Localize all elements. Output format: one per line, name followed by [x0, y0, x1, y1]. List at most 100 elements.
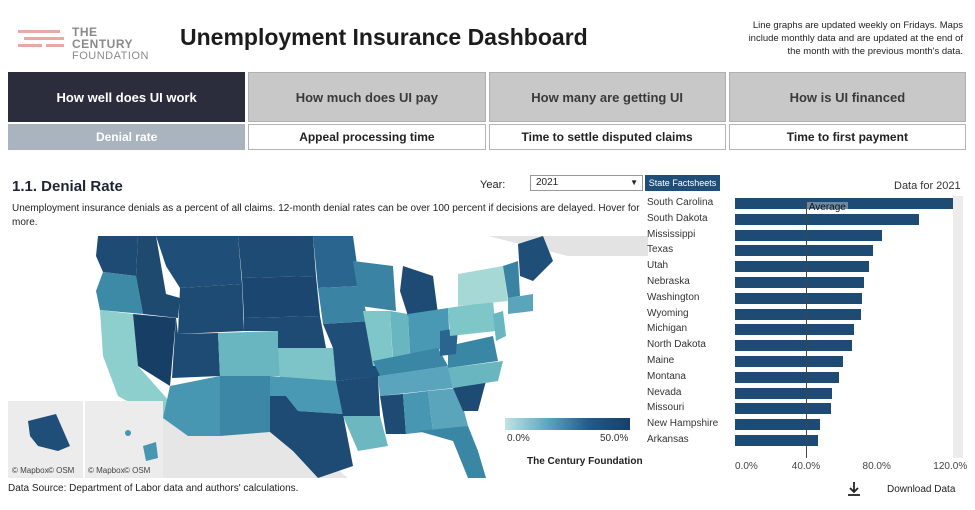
state-florida[interactable] [418, 426, 486, 478]
bar-row[interactable]: Texas [645, 243, 965, 259]
bar[interactable] [735, 340, 852, 352]
state-new-jersey[interactable] [493, 311, 506, 341]
state-oklahoma[interactable] [270, 376, 343, 414]
state-minnesota[interactable] [313, 236, 360, 288]
state-nevada[interactable] [133, 314, 176, 386]
bar-row[interactable]: Montana [645, 370, 965, 386]
state-vermont-nh[interactable] [503, 261, 520, 298]
bar-row[interactable]: North Dakota [645, 338, 965, 354]
bar-row[interactable]: Utah [645, 259, 965, 275]
bar[interactable] [735, 292, 863, 304]
tab-time-to-settle-disputed[interactable]: Time to settle disputed claims [488, 124, 726, 150]
state-pennsylvania[interactable] [448, 301, 496, 336]
bar-row[interactable]: Missouri [645, 401, 965, 417]
state-ohio[interactable] [408, 308, 450, 354]
state-north-carolina[interactable] [448, 361, 503, 388]
state-alaska[interactable] [28, 414, 70, 451]
state-new-mexico[interactable] [220, 376, 270, 436]
bar[interactable] [735, 435, 819, 446]
bar[interactable] [735, 277, 865, 288]
tab-how-ui-financed[interactable]: How is UI financed [728, 72, 966, 122]
logo-line-2: FOUNDATION [72, 50, 149, 62]
map-attribution-osm[interactable]: © OSM [48, 466, 75, 475]
state-michigan[interactable] [400, 266, 438, 316]
state-south-carolina[interactable] [453, 381, 486, 411]
state-idaho[interactable] [136, 236, 180, 318]
bar[interactable] [735, 387, 833, 399]
state-alabama[interactable] [403, 391, 433, 434]
bar[interactable] [735, 261, 870, 273]
state-oregon[interactable] [96, 272, 143, 314]
state-hawaii[interactable] [143, 442, 158, 461]
map-attribution-osm-2[interactable]: © OSM [124, 466, 151, 475]
bar[interactable] [735, 371, 840, 383]
state-washington[interactable] [96, 236, 138, 276]
bar[interactable] [735, 324, 854, 336]
bar-row[interactable]: Arkansas [645, 433, 965, 449]
denial-rate-bar-chart[interactable]: South Carolina South Dakota Mississippi Tex… [645, 196, 975, 458]
bar[interactable] [735, 419, 820, 431]
state-colorado[interactable] [218, 331, 280, 376]
bar-row[interactable]: New Hampshire [645, 417, 965, 433]
state-louisiana[interactable] [343, 416, 388, 451]
tab-appeal-processing-time[interactable]: Appeal processing time [248, 124, 486, 150]
bar[interactable] [735, 229, 882, 241]
tab-how-well-ui-works[interactable]: How well does UI work [8, 72, 246, 122]
hawaii-island[interactable] [125, 430, 131, 436]
state-texas[interactable] [270, 396, 353, 478]
bar[interactable] [735, 308, 861, 320]
state-kentucky[interactable] [373, 348, 448, 376]
bar-row[interactable]: Washington [645, 291, 965, 307]
state-maine[interactable] [518, 236, 553, 281]
bar[interactable] [735, 245, 873, 257]
download-data-button[interactable]: Download Data [845, 480, 960, 498]
state-mississippi[interactable] [380, 394, 406, 434]
bar[interactable] [735, 356, 843, 367]
state-south-dakota[interactable] [242, 276, 320, 318]
chart-scrollbar[interactable] [953, 196, 963, 458]
century-foundation-logo[interactable]: THE CENTURY FOUNDATION [18, 26, 158, 62]
state-utah[interactable] [172, 318, 220, 378]
bar-row[interactable]: Maine [645, 354, 965, 370]
bar[interactable] [735, 198, 955, 209]
state-indiana[interactable] [390, 311, 410, 361]
state-new-england-south[interactable] [508, 294, 533, 314]
state-wyoming[interactable] [178, 284, 244, 334]
map-attribution-mapbox[interactable]: © Mapbox [12, 466, 49, 475]
state-new-york[interactable] [458, 266, 508, 306]
state-tennessee[interactable] [378, 366, 453, 396]
legend-max-label: 50.0% [600, 433, 629, 444]
state-factsheets-button[interactable]: State Factsheets [645, 175, 720, 191]
state-missouri[interactable] [323, 321, 380, 381]
section-title: 1.1. Denial Rate [12, 178, 123, 195]
bar-row[interactable]: Michigan [645, 322, 965, 338]
bar-category-label: Wyoming [647, 307, 689, 319]
tab-time-to-first-payment[interactable]: Time to first payment [728, 124, 966, 150]
bar-row[interactable]: South Carolina [645, 196, 965, 212]
year-select[interactable]: 2021 ▼ [530, 175, 643, 191]
average-label: Average [806, 202, 848, 213]
bar-row[interactable]: Wyoming [645, 307, 965, 323]
state-california[interactable] [100, 310, 178, 418]
state-illinois[interactable] [363, 311, 393, 366]
state-wisconsin[interactable] [353, 261, 396, 311]
bar-row[interactable]: South Dakota [645, 212, 965, 228]
bar[interactable] [735, 403, 831, 415]
state-nebraska[interactable] [244, 316, 326, 348]
state-arizona[interactable] [163, 376, 220, 436]
tab-how-many-getting-ui[interactable]: How many are getting UI [488, 72, 726, 122]
bar-row[interactable]: Mississippi [645, 228, 965, 244]
tab-how-much-ui-pays[interactable]: How much does UI pay [248, 72, 486, 122]
state-iowa[interactable] [318, 286, 368, 324]
us-denial-rate-map[interactable] [8, 236, 648, 478]
state-montana[interactable] [156, 236, 242, 288]
map-attribution-mapbox-2[interactable]: © Mapbox [88, 466, 125, 475]
bar-row[interactable]: Nebraska [645, 275, 965, 291]
state-arkansas[interactable] [336, 376, 380, 416]
state-north-dakota[interactable] [238, 236, 316, 278]
bar[interactable] [735, 213, 919, 225]
state-virginia[interactable] [448, 336, 498, 368]
tab-denial-rate[interactable]: Denial rate [8, 124, 246, 150]
bar-row[interactable]: Nevada [645, 386, 965, 402]
state-kansas[interactable] [278, 348, 336, 381]
